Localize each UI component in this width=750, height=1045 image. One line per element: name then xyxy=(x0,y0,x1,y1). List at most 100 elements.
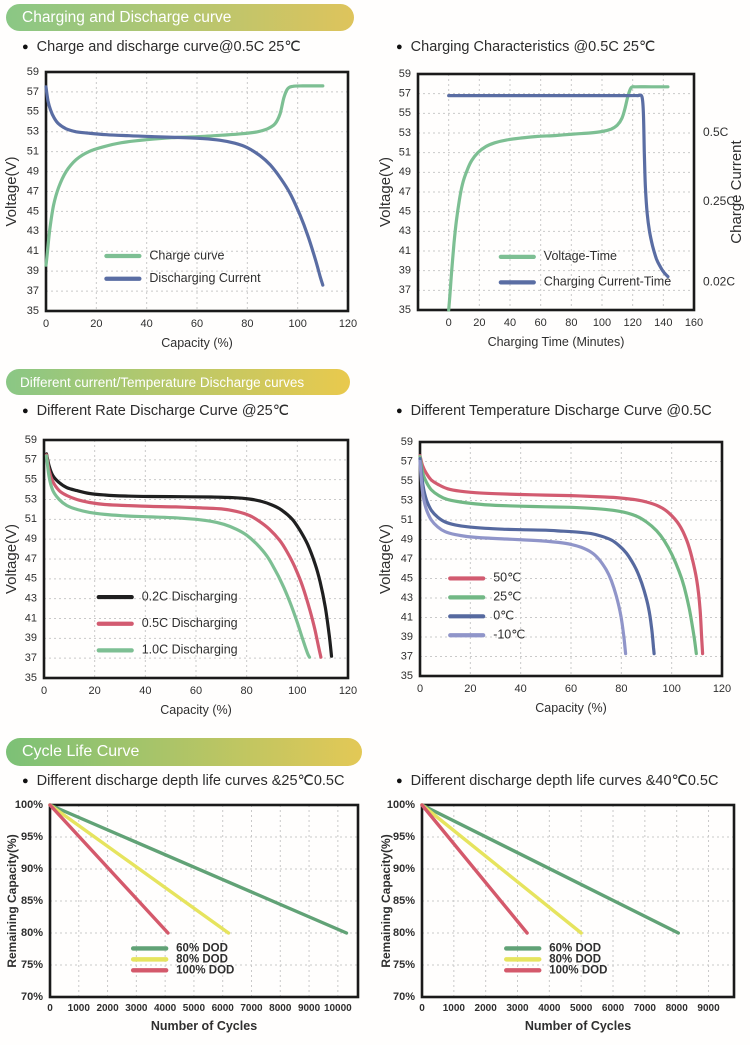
svg-text:0.02C: 0.02C xyxy=(703,275,735,289)
svg-text:55: 55 xyxy=(27,106,39,118)
svg-text:Number of Cycles: Number of Cycles xyxy=(151,1019,257,1033)
svg-text:20: 20 xyxy=(473,317,485,329)
svg-text:20: 20 xyxy=(464,683,476,695)
svg-text:75%: 75% xyxy=(21,959,43,971)
svg-text:39: 39 xyxy=(401,631,413,643)
svg-text:Capacity (%): Capacity (%) xyxy=(160,703,232,717)
bullet-icon: ● xyxy=(22,405,29,417)
svg-text:Voltage(V): Voltage(V) xyxy=(4,156,20,226)
svg-text:7000: 7000 xyxy=(240,1003,263,1014)
svg-text:5000: 5000 xyxy=(183,1003,206,1014)
svg-text:57: 57 xyxy=(401,455,413,467)
svg-text:43: 43 xyxy=(27,225,39,237)
svg-text:100%: 100% xyxy=(15,799,43,811)
svg-text:Capacity (%): Capacity (%) xyxy=(535,701,607,715)
svg-text:40: 40 xyxy=(515,683,527,695)
svg-text:3000: 3000 xyxy=(506,1003,529,1014)
section-banner-charging: Charging and Discharge curve xyxy=(6,4,354,31)
section-banner-discharge-curves: Different current/Temperature Discharge … xyxy=(6,369,350,395)
svg-text:-10℃: -10℃ xyxy=(493,628,525,642)
svg-text:1.0C Discharging: 1.0C Discharging xyxy=(142,643,238,657)
svg-text:80%: 80% xyxy=(393,927,415,939)
svg-text:0℃: 0℃ xyxy=(493,609,514,623)
svg-text:Charging Current-Time: Charging Current-Time xyxy=(544,275,671,289)
svg-text:0.25C: 0.25C xyxy=(703,194,735,208)
svg-text:6000: 6000 xyxy=(602,1003,625,1014)
svg-text:80% DOD: 80% DOD xyxy=(549,953,601,965)
svg-text:120: 120 xyxy=(713,683,731,695)
svg-text:59: 59 xyxy=(399,68,411,80)
svg-text:1000: 1000 xyxy=(68,1003,91,1014)
svg-text:37: 37 xyxy=(401,650,413,662)
chart-canvas-rate-discharge: 0 20 40 60 80 100 120 35 37 39 41 43 45 47 49 51 53 55 57 5… xyxy=(4,422,370,722)
svg-text:80% DOD: 80% DOD xyxy=(176,953,228,965)
chart-panel-cycle-life-25c: ● Different discharge depth life curves … xyxy=(4,770,370,1040)
svg-text:41: 41 xyxy=(27,245,39,257)
svg-text:Capacity (%): Capacity (%) xyxy=(161,336,233,350)
chart-title-rate-discharge: ● Different Rate Discharge Curve @25℃ xyxy=(4,400,370,422)
svg-text:Number of Cycles: Number of Cycles xyxy=(525,1019,631,1033)
svg-text:51: 51 xyxy=(25,513,37,525)
svg-text:0: 0 xyxy=(41,685,47,697)
chart-title-text: Charging Characteristics @0.5C 25℃ xyxy=(410,39,656,55)
chart-canvas-cycle-life-25c: 0 1000 2000 3000 4000 5000 6000 7000 8000 9000 100… xyxy=(4,792,370,1040)
svg-text:85%: 85% xyxy=(21,895,43,907)
svg-text:4000: 4000 xyxy=(154,1003,177,1014)
svg-text:49: 49 xyxy=(399,166,411,178)
bullet-icon: ● xyxy=(396,405,403,417)
chart-canvas-cycle-life-40c: 0 1000 2000 3000 4000 5000 6000 7000 8000 9000 70%… xyxy=(378,792,748,1040)
svg-text:20: 20 xyxy=(90,318,102,330)
svg-text:9000: 9000 xyxy=(298,1003,321,1014)
svg-text:Remaining Capacity(%): Remaining Capacity(%) xyxy=(5,834,19,967)
svg-text:57: 57 xyxy=(27,86,39,98)
svg-text:59: 59 xyxy=(401,436,413,448)
svg-text:51: 51 xyxy=(399,147,411,159)
svg-text:6000: 6000 xyxy=(212,1003,235,1014)
svg-text:43: 43 xyxy=(399,225,411,237)
svg-text:37: 37 xyxy=(25,652,37,664)
svg-text:55: 55 xyxy=(401,475,413,487)
svg-text:47: 47 xyxy=(25,553,37,565)
svg-text:8000: 8000 xyxy=(666,1003,689,1014)
svg-text:120: 120 xyxy=(339,685,357,697)
chart-canvas-charging-characteristics: 0 20 40 60 80 100 120 140 160 35 37 39 41 43 45 47 49 51 5… xyxy=(378,58,748,353)
svg-text:60: 60 xyxy=(190,685,202,697)
svg-text:100: 100 xyxy=(662,683,680,695)
svg-text:0.5C: 0.5C xyxy=(703,125,729,139)
chart-panel-rate-discharge: ● Different Rate Discharge Curve @25℃ 0 2… xyxy=(4,400,370,722)
section-banner-charging-label: Charging and Discharge curve xyxy=(22,8,232,26)
svg-text:35: 35 xyxy=(399,304,411,316)
svg-text:43: 43 xyxy=(401,592,413,604)
svg-text:53: 53 xyxy=(25,493,37,505)
section-banner-cycle-life-label: Cycle Life Curve xyxy=(22,743,140,760)
svg-text:Charge Current: Charge Current xyxy=(728,139,745,243)
chart-canvas-charge-discharge: 0 20 40 60 80 100 120 35 37 39 41 43 45 47 49 51 53 55 57 5… xyxy=(4,58,370,353)
svg-text:35: 35 xyxy=(25,672,37,684)
svg-text:100% DOD: 100% DOD xyxy=(549,964,607,976)
section-banner-cycle-life: Cycle Life Curve xyxy=(6,738,362,766)
bullet-icon: ● xyxy=(22,775,29,787)
chart-title-text: Different Rate Discharge Curve @25℃ xyxy=(36,403,290,419)
svg-text:0: 0 xyxy=(417,683,423,695)
svg-text:95%: 95% xyxy=(393,831,415,843)
svg-text:45: 45 xyxy=(27,205,39,217)
svg-text:0: 0 xyxy=(43,318,49,330)
svg-text:45: 45 xyxy=(399,206,411,218)
svg-text:100%: 100% xyxy=(387,799,415,811)
svg-text:51: 51 xyxy=(401,514,413,526)
svg-text:39: 39 xyxy=(27,265,39,277)
svg-text:35: 35 xyxy=(401,670,413,682)
svg-text:60: 60 xyxy=(535,317,547,329)
svg-text:Discharging Current: Discharging Current xyxy=(149,271,261,285)
svg-text:53: 53 xyxy=(27,126,39,138)
svg-text:39: 39 xyxy=(399,265,411,277)
svg-text:120: 120 xyxy=(623,317,641,329)
svg-text:80: 80 xyxy=(241,685,253,697)
svg-text:Charging Time (Minutes): Charging Time (Minutes) xyxy=(488,335,625,349)
svg-text:57: 57 xyxy=(25,454,37,466)
svg-text:90%: 90% xyxy=(21,863,43,875)
svg-text:Voltage(V): Voltage(V) xyxy=(378,157,394,227)
svg-text:70%: 70% xyxy=(393,991,415,1003)
svg-text:90%: 90% xyxy=(393,863,415,875)
